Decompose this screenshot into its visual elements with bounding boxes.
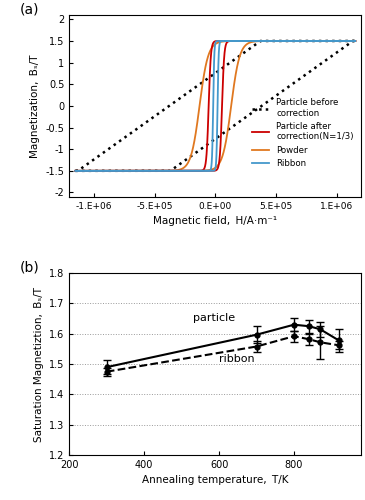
X-axis label: Annealing temperature,  T/K: Annealing temperature, T/K	[142, 476, 289, 486]
Text: ribbon: ribbon	[219, 354, 255, 364]
Legend: Particle before
correction, Particle after
correction(N=1/3), Powder, Ribbon: Particle before correction, Particle aft…	[249, 95, 357, 172]
X-axis label: Magnetic field,  H/A·m⁻¹: Magnetic field, H/A·m⁻¹	[153, 216, 277, 226]
Y-axis label: Saturation Magnetiztion,  Bₛ/T: Saturation Magnetiztion, Bₛ/T	[34, 286, 43, 442]
Y-axis label: Magnetization,  Bₛ/T: Magnetization, Bₛ/T	[30, 54, 40, 158]
Text: (a): (a)	[20, 2, 39, 16]
Text: (b): (b)	[20, 260, 39, 274]
Text: particle: particle	[193, 313, 235, 323]
